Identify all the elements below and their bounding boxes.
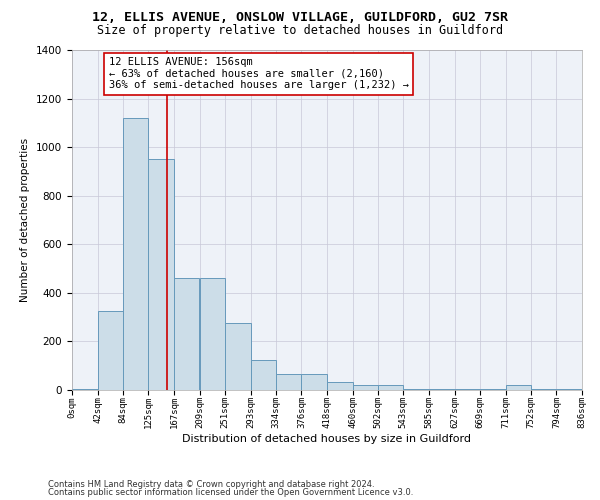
X-axis label: Distribution of detached houses by size in Guildford: Distribution of detached houses by size … (182, 434, 472, 444)
Bar (480, 389, 506, 390)
Bar (225, 323, 251, 390)
Bar (98, 311, 123, 390)
Bar (174, 278, 199, 390)
Bar (327, 382, 353, 390)
Bar (148, 160, 174, 390)
Text: 12, ELLIS AVENUE, ONSLOW VILLAGE, GUILDFORD, GU2 7SR: 12, ELLIS AVENUE, ONSLOW VILLAGE, GUILDF… (92, 11, 508, 24)
Bar (378, 385, 403, 390)
Bar (72, 389, 98, 390)
Bar (123, 118, 148, 390)
Bar (353, 385, 378, 390)
Bar (455, 389, 480, 390)
Bar (403, 389, 429, 390)
Bar (251, 360, 276, 390)
Text: Contains public sector information licensed under the Open Government Licence v3: Contains public sector information licen… (48, 488, 413, 497)
Bar (556, 389, 582, 390)
Bar (199, 278, 225, 390)
Bar (429, 389, 455, 390)
Text: Size of property relative to detached houses in Guildford: Size of property relative to detached ho… (97, 24, 503, 37)
Bar (531, 389, 556, 390)
Bar (301, 374, 327, 390)
Text: 12 ELLIS AVENUE: 156sqm
← 63% of detached houses are smaller (2,160)
36% of semi: 12 ELLIS AVENUE: 156sqm ← 63% of detache… (109, 58, 409, 90)
Bar (276, 374, 301, 390)
Text: Contains HM Land Registry data © Crown copyright and database right 2024.: Contains HM Land Registry data © Crown c… (48, 480, 374, 489)
Y-axis label: Number of detached properties: Number of detached properties (20, 138, 31, 302)
Bar (506, 385, 531, 390)
